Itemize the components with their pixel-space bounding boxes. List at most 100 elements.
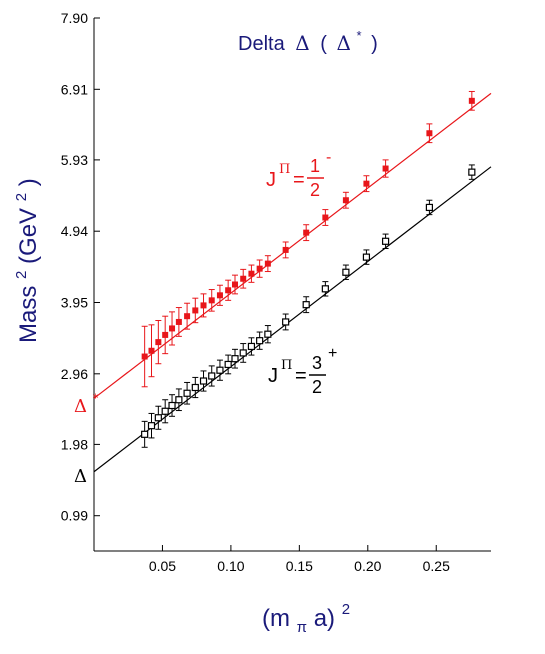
y-axis-title-sup2: 2 [13, 193, 30, 201]
chart-title-paren-sup: * [357, 28, 362, 43]
y-axis-title-mid: (GeV [15, 208, 42, 264]
y-axis-title-sup1: 2 [13, 271, 30, 279]
svg-text:J: J [268, 365, 278, 387]
intercept-label-delta-star-sup: * [93, 392, 99, 405]
series-black-sup: + [328, 345, 337, 362]
y-axis-title: Mass 2 (GeV 2 ) [5, 178, 42, 343]
data-point [224, 360, 232, 369]
data-point [468, 97, 475, 104]
svg-text:-: - [326, 149, 331, 166]
chart-title-paren-close: ) [371, 33, 378, 55]
data-point [148, 347, 155, 354]
data-point [161, 407, 169, 415]
svg-text:Π: Π [279, 162, 290, 177]
y-tick-label: 5.93 [61, 152, 88, 168]
x-tick-label: 0.15 [286, 558, 313, 574]
intercept-label-delta-symbol: Δ [74, 466, 87, 487]
svg-text:=: = [293, 169, 305, 191]
plot-frame [93, 18, 491, 552]
data-point [239, 349, 247, 357]
chart-title-symbol: Δ [295, 31, 309, 55]
series-black-den: 2 [312, 377, 322, 397]
y-axis-title-main: Mass [15, 286, 42, 343]
data-point [342, 268, 350, 276]
x-tick-label: 0.25 [423, 558, 450, 574]
intercept-label-delta-star: Δ * [74, 392, 99, 417]
series-black-eq: = [295, 365, 307, 387]
series-label-red: J Π = 1 2 - [266, 149, 331, 200]
x-axis-title-sup: 2 [342, 601, 350, 618]
chart-title: Delta Δ ( Δ * ) [238, 23, 378, 55]
data-point [240, 275, 247, 282]
data-point [248, 270, 255, 277]
data-point [426, 130, 433, 137]
series-black-num: 3 [312, 353, 322, 373]
x-axis-title-main: (m [262, 605, 290, 632]
data-point [231, 355, 239, 363]
data-point [184, 313, 191, 320]
data-point [216, 292, 223, 299]
data-point [264, 330, 272, 338]
data-point [192, 307, 199, 314]
data-point [169, 325, 176, 332]
svg-text:2: 2 [312, 377, 322, 397]
data-point [321, 285, 329, 293]
data-point [208, 297, 215, 304]
data-point [183, 389, 191, 397]
data-point [342, 197, 349, 204]
series-red-sup: - [326, 149, 331, 166]
data-point [154, 414, 162, 422]
data-point [302, 301, 310, 309]
svg-text:J: J [266, 169, 276, 191]
y-tick-label: 4.94 [61, 223, 88, 239]
x-tick-label: 0.10 [217, 558, 244, 574]
data-point [247, 342, 256, 351]
data-point [168, 401, 176, 410]
x-axis-title: (m π a) 2 [262, 601, 350, 638]
x-tick-label: 0.05 [149, 558, 176, 574]
y-tick-label: 1.98 [61, 436, 88, 452]
series-red-num: 1 [310, 156, 320, 176]
series-black-J: J [268, 365, 278, 387]
data-point [191, 383, 199, 392]
data-point [141, 353, 148, 360]
data-point [282, 318, 290, 326]
data-point [382, 165, 389, 172]
data-point [216, 366, 224, 374]
x-axis-title-sub: π [297, 619, 307, 636]
y-axis-ticks: 0.99 1.98 2.96 3.95 4.94 5.93 6.91 7.90 [61, 10, 100, 524]
data-point [264, 260, 271, 267]
series-red-eq: = [293, 169, 305, 191]
data-point [282, 246, 289, 253]
data-point [322, 214, 329, 221]
data-point [208, 372, 216, 380]
data-point [141, 430, 149, 438]
intercept-label-delta: Δ [74, 466, 87, 487]
data-point [303, 229, 310, 236]
x-tick-label: 0.20 [354, 558, 381, 574]
y-tick-label: 0.99 [61, 508, 88, 524]
chart-title-word: Delta [238, 33, 286, 55]
data-point [162, 331, 169, 338]
series-red-Pi: Π [279, 162, 290, 177]
data-point [362, 253, 371, 261]
data-point [256, 265, 263, 272]
svg-text:2: 2 [310, 180, 320, 200]
y-tick-label: 3.95 [61, 295, 88, 311]
svg-text:+: + [328, 345, 337, 362]
data-point [175, 396, 183, 404]
data-point [363, 180, 370, 187]
chart-title-paren-open: ( [320, 33, 327, 55]
data-point [147, 422, 156, 430]
series-black-Pi: Π [281, 358, 292, 373]
series-red-den: 2 [310, 180, 320, 200]
data-markers [141, 97, 476, 438]
data-point [225, 287, 232, 294]
y-axis-title-end: ) [15, 178, 42, 186]
data-point [175, 318, 182, 325]
data-point [155, 339, 162, 346]
data-point [199, 377, 208, 385]
fit-lines [93, 92, 492, 473]
series-label-black: J Π = 3 2 + [268, 345, 337, 397]
